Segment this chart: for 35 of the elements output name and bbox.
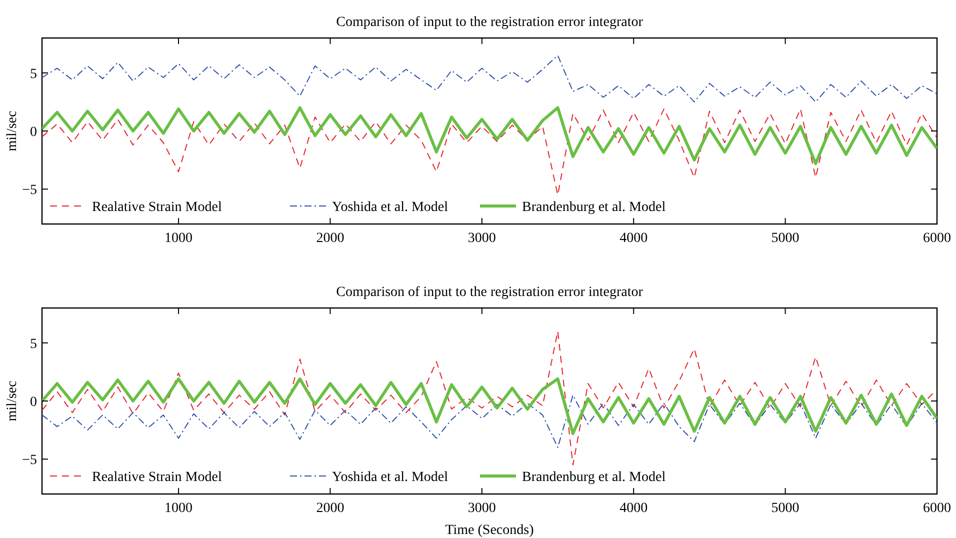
legend-label: Realative Strain Model	[92, 470, 222, 485]
y-tick-label: 5	[30, 336, 37, 352]
x-axis-title: Time (Seconds)	[445, 523, 534, 538]
line-series	[42, 377, 937, 436]
x-tick-label: 4000	[620, 501, 648, 516]
legend-label: Yoshida et al. Model	[332, 470, 448, 485]
line-series	[42, 330, 937, 466]
x-tick-label: 3000	[468, 501, 496, 516]
x-tick-label: 6000	[923, 231, 951, 246]
y-axis-title: mil/sec	[5, 380, 20, 422]
x-tick-label: 4000	[620, 231, 648, 246]
x-tick-label: 6000	[923, 501, 951, 516]
line-series	[42, 108, 937, 196]
x-tick-label: 3000	[468, 231, 496, 246]
y-tick-label: 0	[30, 125, 37, 140]
x-tick-label: 2000	[316, 501, 344, 516]
x-tick-label: 1000	[164, 231, 193, 246]
y-tick-label: −5	[22, 183, 37, 198]
legend-label: Brandenburg et al. Model	[522, 470, 666, 485]
y-tick-label: 0	[30, 395, 37, 410]
x-tick-label: 5000	[771, 501, 800, 516]
chart-title: Comparison of input to the registration error integrator	[336, 285, 644, 300]
legend-label: Yoshida et al. Model	[332, 200, 448, 215]
y-tick-label: −5	[22, 453, 37, 468]
line-series	[42, 54, 937, 102]
chart-title: Comparison of input to the registration error integrator	[336, 15, 644, 30]
line-series	[42, 106, 937, 166]
legend-label: Brandenburg et al. Model	[522, 200, 666, 215]
x-tick-label: 5000	[771, 231, 800, 246]
line-series	[42, 394, 937, 448]
x-tick-label: 1000	[164, 501, 193, 516]
y-tick-label: 5	[30, 66, 37, 82]
y-axis-title: mil/sec	[5, 110, 20, 152]
legend-label: Realative Strain Model	[92, 200, 222, 215]
x-tick-label: 2000	[316, 231, 344, 246]
